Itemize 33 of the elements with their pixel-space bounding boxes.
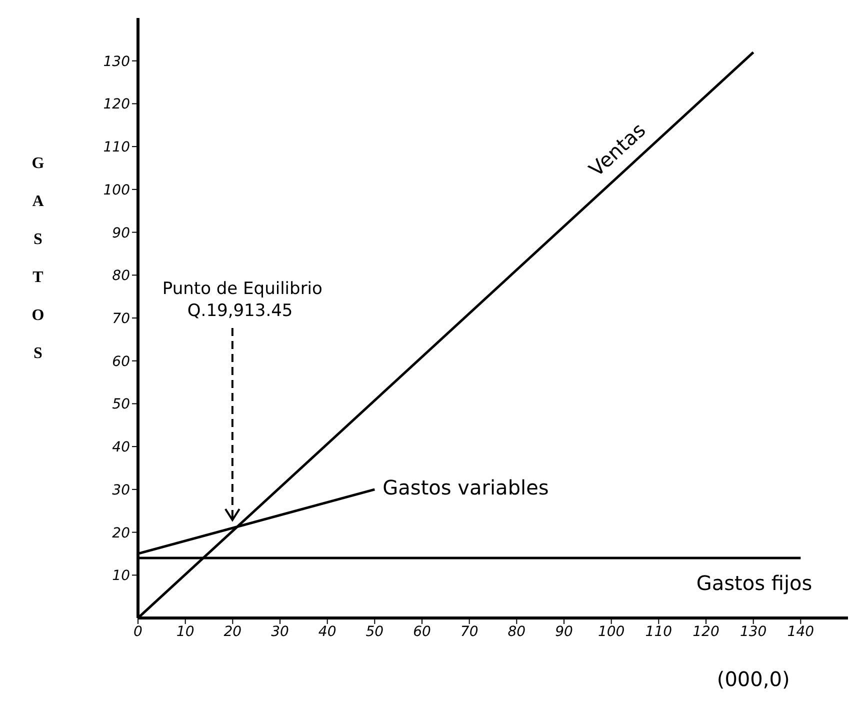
x-tick-label: 100 — [598, 624, 625, 640]
x-tick-label: 20 — [224, 624, 242, 640]
series-label: Gastos fijos — [696, 571, 812, 595]
x-axis-title: (000,0) — [716, 667, 790, 691]
y-tick-label: 60 — [112, 354, 130, 370]
y-tick-label: 130 — [103, 54, 130, 70]
x-tick-label: 70 — [460, 624, 478, 640]
x-tick-label: 30 — [271, 624, 289, 640]
x-tick-label: 50 — [366, 624, 384, 640]
x-tick-label: 10 — [176, 624, 194, 640]
x-tick-label: 80 — [508, 624, 526, 640]
y-tick-label: 20 — [112, 525, 130, 542]
y-tick-label: 90 — [112, 225, 130, 242]
y-tick-label: 100 — [103, 182, 130, 198]
x-tick-label: 0 — [134, 624, 143, 640]
y-tick-label: 30 — [112, 482, 130, 498]
y-tick-label: 80 — [112, 268, 130, 284]
series-label: Gastos variables — [382, 475, 549, 500]
x-tick-label: 130 — [740, 624, 767, 640]
x-tick-label: 140 — [787, 624, 814, 640]
annotation: Punto de Equilibrio Q.19,913.45 — [162, 279, 322, 321]
y-tick-label: 50 — [112, 396, 130, 413]
x-tick-label: 40 — [318, 624, 336, 640]
y-tick-label: 10 — [112, 568, 130, 584]
x-tick-label: 120 — [692, 624, 720, 640]
text: GASTOS — [32, 155, 44, 362]
y-tick-label: 40 — [112, 440, 130, 456]
y-tick-label: 120 — [103, 96, 130, 113]
x-tick-label: 110 — [645, 624, 672, 640]
x-tick-label: 90 — [555, 624, 573, 640]
y-tick-label: 70 — [112, 310, 130, 327]
x-tick-label: 60 — [413, 624, 431, 640]
y-tick-label: 110 — [103, 140, 130, 156]
